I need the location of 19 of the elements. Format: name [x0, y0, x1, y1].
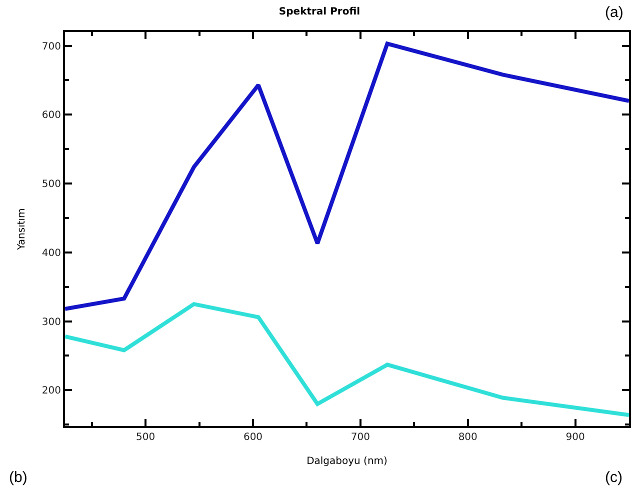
x-tick-label: 700 — [350, 432, 370, 443]
x-tick-label: 900 — [566, 432, 585, 443]
text: (b) — [9, 469, 28, 486]
x-tick-label: 600 — [243, 432, 263, 443]
x-tick-label: 800 — [458, 432, 478, 443]
text: (c) — [605, 469, 622, 486]
y-tick-label: 600 — [42, 110, 61, 122]
x-tick-label: 500 — [136, 432, 156, 443]
line-series — [65, 42, 629, 311]
y-tick-label: 400 — [42, 248, 61, 259]
y-tick-label: 700 — [42, 41, 61, 52]
y-tick-label: 300 — [42, 316, 61, 328]
y-tick-label: 200 — [42, 386, 61, 397]
chart-title: Spektral Profil — [278, 6, 360, 18]
line-series — [65, 302, 629, 417]
y-tick-label: 500 — [42, 179, 61, 190]
x-axis-title: Dalgaboyu (nm) — [306, 456, 388, 467]
text: (a) — [605, 4, 624, 21]
y-axis-title: Yansıtım — [16, 208, 28, 251]
